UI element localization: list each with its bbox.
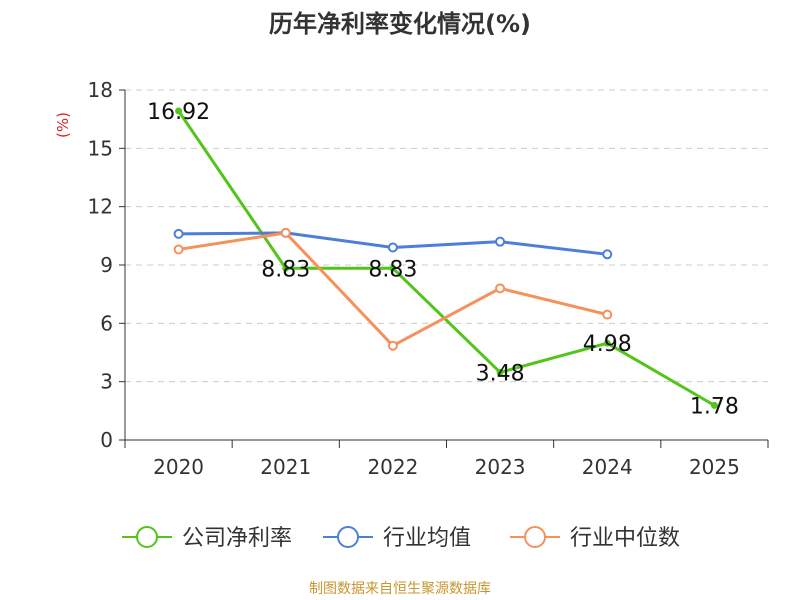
data-point <box>495 236 506 247</box>
data-label: 4.98 <box>583 332 632 357</box>
x-tick-label: 2021 <box>260 455 311 479</box>
data-point <box>603 339 611 347</box>
data-point <box>602 309 613 320</box>
data-point <box>175 107 183 115</box>
legend-item: 行业中位数 <box>510 526 680 551</box>
legend-label: 行业均值 <box>383 526 471 551</box>
legend-label: 行业中位数 <box>570 526 680 551</box>
data-point <box>387 340 398 351</box>
legend-label: 公司净利率 <box>182 526 292 551</box>
data-point <box>282 264 290 272</box>
series-line <box>177 110 716 407</box>
legend-marker <box>136 526 158 548</box>
x-tick-label: 2023 <box>475 455 526 479</box>
x-tick-label: 2022 <box>367 455 418 479</box>
y-tick-label: 3 <box>100 370 113 394</box>
legend-marker <box>524 526 546 548</box>
y-tick-label: 15 <box>88 136 113 160</box>
data-point <box>280 227 291 238</box>
data-point <box>496 368 504 376</box>
y-axis-label: (%) <box>54 112 72 138</box>
y-tick-label: 0 <box>100 428 113 452</box>
legend-item: 公司净利率 <box>122 526 292 551</box>
data-point <box>387 242 398 253</box>
y-tick-label: 9 <box>100 253 113 277</box>
data-point <box>173 228 184 239</box>
data-label: 3.48 <box>476 361 525 386</box>
data-point <box>602 249 613 260</box>
legend-marker <box>337 526 359 548</box>
data-label: 8.83 <box>368 257 417 282</box>
x-tick-label: 2024 <box>582 455 633 479</box>
y-tick-label: 6 <box>100 311 113 335</box>
data-point <box>710 401 718 409</box>
data-label: 16.92 <box>147 100 210 125</box>
chart-title: 历年净利率变化情况(%) <box>269 10 531 38</box>
y-tick-label: 18 <box>88 78 113 102</box>
x-tick-label: 2020 <box>153 455 204 479</box>
data-point <box>495 283 506 294</box>
x-tick-label: 2025 <box>689 455 740 479</box>
source-footer: 制图数据来自恒生聚源数据库 <box>309 581 491 597</box>
y-tick-label: 12 <box>88 195 113 219</box>
data-point <box>173 244 184 255</box>
data-label: 8.83 <box>261 257 310 282</box>
legend-item: 行业均值 <box>323 526 471 551</box>
data-point <box>389 264 397 272</box>
data-label: 1.78 <box>690 394 739 419</box>
